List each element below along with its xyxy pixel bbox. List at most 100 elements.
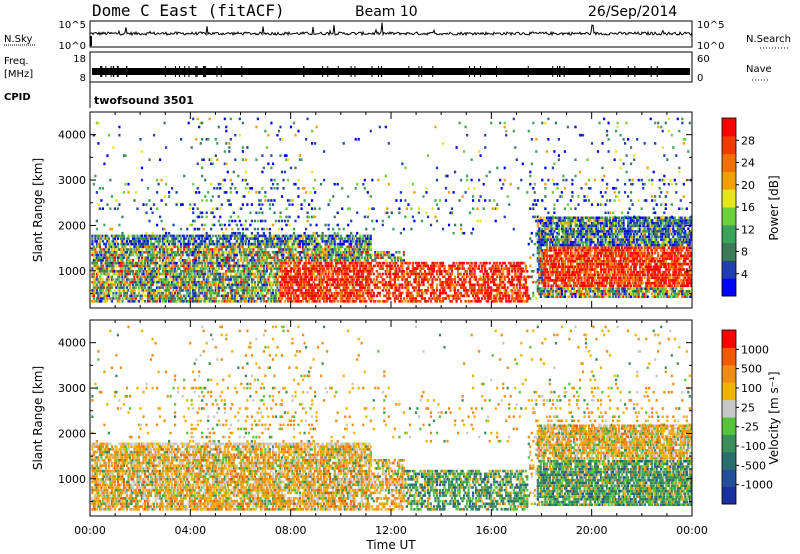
power-cell: [250, 256, 253, 259]
power-cell: [318, 207, 321, 210]
power-cell: [98, 251, 101, 254]
power-cell: [320, 245, 323, 249]
power-cell: [116, 259, 119, 262]
power-cell: [341, 300, 344, 303]
power-cell: [354, 245, 357, 249]
power-cell: [201, 234, 204, 238]
power-cell: [320, 256, 323, 259]
power-cell: [318, 242, 321, 246]
power-cell: [187, 121, 190, 125]
power-cell: [311, 215, 314, 219]
power-cell: [277, 240, 281, 243]
power-cell: [265, 242, 268, 246]
power-cell: [243, 286, 246, 289]
power-cell: [273, 261, 276, 265]
power-cell: [393, 264, 396, 268]
power-cell: [288, 223, 291, 227]
power-cell: [333, 234, 336, 238]
power-cell: [244, 280, 247, 284]
power-cell: [426, 264, 430, 268]
power-cell: [277, 275, 281, 279]
power-cell: [286, 283, 290, 287]
power-cell: [162, 270, 165, 273]
power-cell: [345, 272, 348, 276]
power-cell: [289, 125, 293, 129]
power-cell: [198, 278, 201, 281]
power-cell: [476, 297, 479, 300]
power-cell: [156, 286, 159, 289]
power-cell: [131, 272, 135, 276]
power-cell: [311, 256, 314, 259]
power-cell: [261, 294, 264, 298]
power-cell: [163, 280, 166, 284]
power-cell: [238, 286, 241, 289]
power-cell: [289, 253, 293, 257]
power-cell: [279, 294, 282, 298]
power-cell: [305, 286, 308, 289]
power-cell: [228, 278, 231, 281]
power-cell: [277, 272, 281, 276]
power-cell: [106, 237, 109, 240]
power-cell: [286, 240, 290, 243]
power-cell: [238, 300, 241, 303]
power-cell: [95, 261, 98, 265]
power-cell: [134, 280, 138, 284]
power-cell: [326, 278, 329, 281]
power-cell: [165, 267, 168, 270]
power-cell: [192, 275, 195, 279]
power-cell: [198, 300, 201, 303]
power-cell: [473, 272, 476, 276]
power-cell: [410, 291, 413, 295]
power-cell: [149, 283, 153, 287]
power-cell: [487, 297, 490, 300]
power-cell: [104, 264, 107, 268]
power-cell: [375, 275, 378, 279]
power-cell: [438, 267, 442, 270]
power-cell: [399, 264, 402, 268]
power-cell: [360, 300, 363, 303]
power-cell: [122, 278, 126, 281]
power-cell: [115, 297, 118, 300]
freq-unit-label: [MHz]: [4, 69, 33, 80]
power-cell: [475, 291, 478, 295]
power-cell: [165, 275, 168, 279]
power-cell: [163, 253, 166, 257]
power-cell: [204, 237, 207, 240]
power-cell: [285, 207, 288, 210]
power-cell: [314, 291, 317, 295]
power-cell: [273, 300, 276, 303]
power-cell: [399, 297, 402, 300]
power-cell: [482, 207, 485, 210]
power-cell: [441, 142, 445, 145]
power-cell: [292, 261, 296, 265]
power-cell: [189, 240, 192, 243]
power-cell: [289, 261, 293, 265]
power-cell: [216, 261, 219, 265]
power-cell: [168, 259, 171, 262]
power-cell: [366, 253, 369, 257]
power-cell: [133, 264, 136, 268]
power-cell: [429, 272, 433, 276]
power-cell: [314, 297, 317, 300]
power-cell: [112, 251, 115, 254]
power-cell: [92, 264, 95, 268]
power-cell: [314, 294, 317, 298]
power-cell: [410, 294, 413, 298]
power-cell: [196, 294, 199, 298]
power-cell: [332, 275, 335, 279]
power-cell: [201, 138, 204, 141]
power-cell: [226, 199, 229, 202]
power-cell: [323, 278, 326, 281]
power-cell: [121, 251, 124, 254]
nsearch-label: N.Search: [746, 34, 791, 45]
power-cell: [339, 278, 342, 281]
power-cell: [229, 291, 232, 295]
power-cell: [229, 203, 232, 206]
power-cell: [119, 256, 122, 259]
power-cell: [235, 234, 238, 238]
power-cell: [171, 280, 174, 284]
power-cell: [408, 300, 411, 303]
power-cell: [354, 256, 357, 259]
power-cell: [345, 245, 348, 249]
power-cell: [124, 275, 127, 279]
